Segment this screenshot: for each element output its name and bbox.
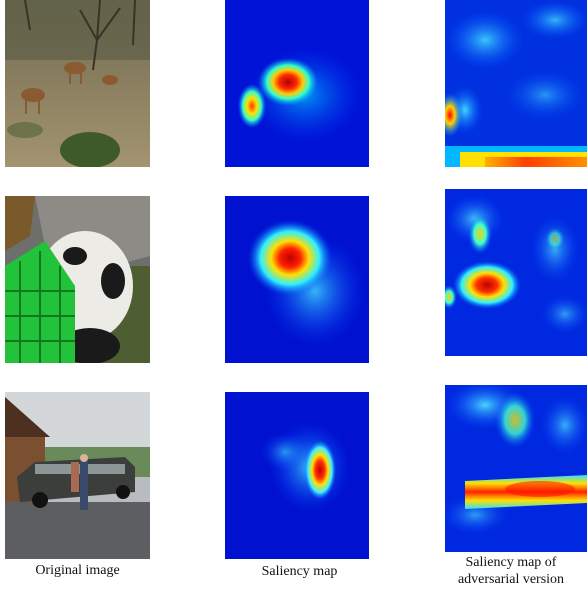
saliency-map-limousine [225,392,369,559]
caption-adversarial-saliency-line1: Saliency map of [465,555,557,570]
photo-deer [5,0,150,167]
adversarial-saliency-map-limousine [445,385,587,552]
saliency-map-deer [225,0,369,167]
caption-adversarial-saliency-line2: adversarial version [457,572,565,587]
saliency-map-panda [225,196,369,363]
photo-limousine [5,392,150,559]
adversarial-saliency-map-panda [445,189,587,356]
caption-saliency-map: Saliency map [261,564,338,579]
adversarial-saliency-map-deer [445,0,587,167]
photo-panda [5,196,150,363]
caption-original-image: Original image [35,563,120,578]
